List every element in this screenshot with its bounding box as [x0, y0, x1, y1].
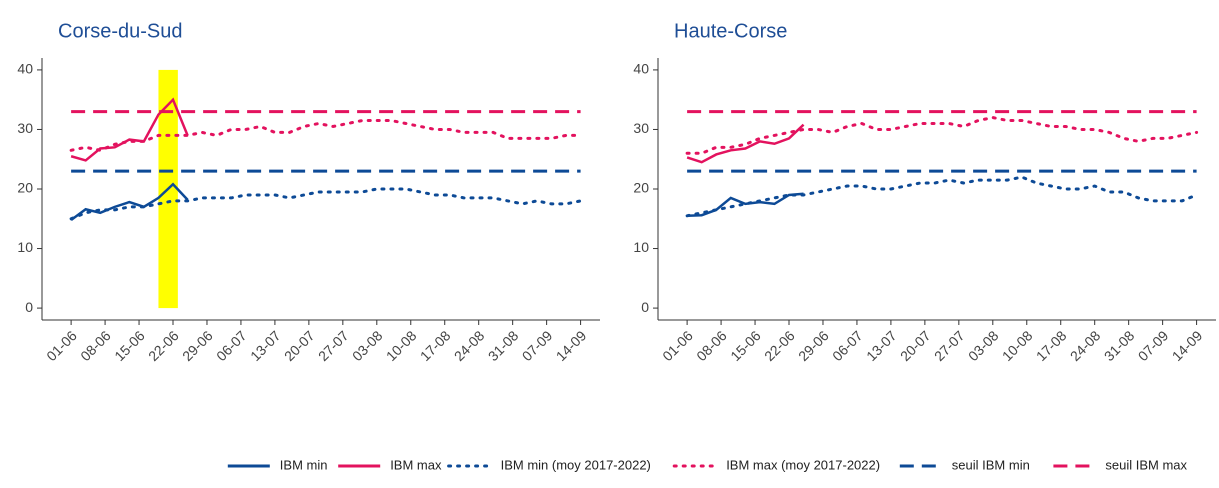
x-tick-label: 13-07 [247, 327, 284, 364]
x-tick-label: 01-06 [43, 327, 80, 364]
y-tick-label: 40 [633, 61, 649, 77]
y-tick-label: 10 [17, 239, 33, 255]
legend-label: seuil IBM max [1105, 457, 1187, 472]
x-tick-label: 17-08 [417, 327, 454, 364]
x-tick-label: 01-06 [659, 327, 696, 364]
series-line [69, 119, 583, 152]
x-tick-label: 13-07 [863, 327, 900, 364]
x-tick-label: 08-06 [693, 327, 730, 364]
y-tick-label: 40 [17, 61, 33, 77]
y-tick-label: 10 [633, 239, 649, 255]
x-tick-label: 20-07 [897, 327, 934, 364]
y-tick-label: 20 [17, 180, 33, 196]
series-line [685, 175, 1199, 218]
series-line [687, 192, 804, 218]
x-tick-label: 20-07 [281, 327, 318, 364]
legend-label: seuil IBM min [952, 457, 1030, 472]
legend-label: IBM min [280, 457, 328, 472]
legend-label: IBM max (moy 2017-2022) [726, 457, 880, 472]
series-line [70, 182, 189, 221]
x-tick-label: 24-08 [451, 327, 488, 364]
x-tick-label: 29-06 [179, 327, 216, 364]
series-line [686, 123, 805, 164]
y-tick-label: 30 [17, 120, 33, 136]
x-tick-label: 07-09 [1135, 327, 1172, 364]
x-tick-label: 08-06 [77, 327, 114, 364]
y-tick-label: 30 [633, 120, 649, 136]
x-tick-label: 27-07 [315, 327, 352, 364]
x-tick-label: 31-08 [485, 327, 522, 364]
y-tick-label: 0 [641, 299, 649, 315]
x-tick-label: 06-07 [213, 327, 250, 364]
x-tick-label: 15-06 [727, 327, 764, 364]
x-tick-label: 31-08 [1101, 327, 1138, 364]
x-tick-label: 15-06 [111, 327, 148, 364]
x-tick-label: 14-09 [1169, 327, 1206, 364]
x-tick-label: 10-08 [999, 327, 1036, 364]
x-tick-label: 10-08 [383, 327, 420, 364]
series-line [685, 116, 1199, 155]
x-tick-label: 06-07 [829, 327, 866, 364]
x-tick-label: 03-08 [965, 327, 1002, 364]
x-tick-label: 03-08 [349, 327, 386, 364]
series-line [70, 97, 189, 162]
legend-label: IBM max [390, 457, 442, 472]
x-tick-label: 14-09 [553, 327, 590, 364]
x-tick-label: 22-06 [761, 327, 798, 364]
y-tick-label: 0 [25, 299, 33, 315]
x-tick-label: 29-06 [795, 327, 832, 364]
chart-title: Haute-Corse [674, 20, 787, 42]
x-tick-label: 07-09 [519, 327, 556, 364]
x-tick-label: 27-07 [931, 327, 968, 364]
x-tick-label: 22-06 [145, 327, 182, 364]
y-tick-label: 20 [633, 180, 649, 196]
legend-label: IBM min (moy 2017-2022) [501, 457, 651, 472]
x-tick-label: 24-08 [1067, 327, 1104, 364]
chart-title: Corse-du-Sud [58, 20, 183, 42]
x-tick-label: 17-08 [1033, 327, 1070, 364]
